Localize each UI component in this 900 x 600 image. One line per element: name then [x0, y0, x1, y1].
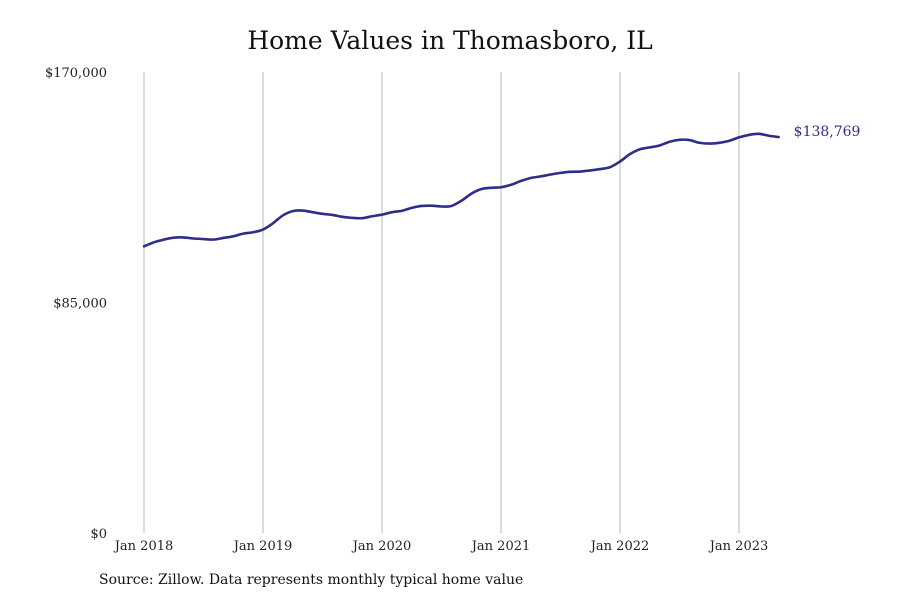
source-note: Source: Zillow. Data represents monthly …: [99, 572, 524, 588]
x-tick-label: Jan 2020: [351, 539, 412, 554]
x-tick-label: Jan 2021: [470, 539, 531, 554]
chart-title: Home Values in Thomasboro, IL: [247, 26, 653, 55]
end-value-label: $138,769: [794, 124, 861, 140]
y-axis-ticks: $0 $85,000 $170,000: [45, 66, 107, 542]
x-tick-label: Jan 2019: [232, 539, 293, 554]
x-tick-label: Jan 2023: [708, 539, 769, 554]
x-axis-ticks: Jan 2018 Jan 2019 Jan 2020 Jan 2021 Jan 2022…: [113, 539, 769, 554]
y-tick-label: $170,000: [45, 66, 107, 81]
x-tick-label: Jan 2022: [589, 539, 650, 554]
y-tick-label: $85,000: [53, 297, 107, 312]
series-line-home-value: [142, 132, 780, 248]
y-tick-label: $0: [90, 527, 107, 542]
x-tick-label: Jan 2018: [113, 539, 174, 554]
grid-lines: [143, 72, 740, 533]
